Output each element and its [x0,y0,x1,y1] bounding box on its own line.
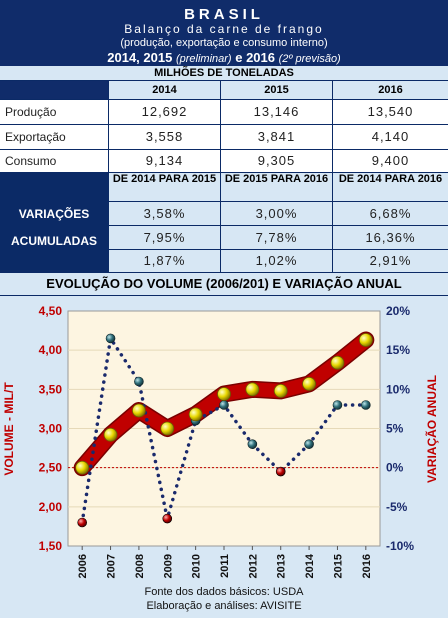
var-cell-r1-c3: 6,68% [333,202,448,225]
header-subtitle: Balanço da carne de frango [124,22,324,36]
table-corner [0,81,108,99]
y2-tick-label: 15% [386,343,410,357]
y2-tick-label: 0% [386,461,404,475]
y-axis-label: VOLUME - MIL/T [2,382,16,476]
volume-marker [188,407,203,422]
chart-title: EVOLUÇÃO DO VOLUME (2006/201) E VARIAÇÃO… [0,273,448,295]
years-conj: e [235,50,243,65]
y-tick-label: 2,00 [39,500,63,514]
y-tick-label: 3,50 [39,382,63,396]
header-years: 2014, 2015 (preliminar) e 2016 (2º previ… [0,50,448,65]
volume-marker [245,382,260,397]
y2-tick-label: -10% [386,539,414,553]
var-head-2015-2016: DE 2015 PARA 2016 [221,173,332,201]
volume-variation-chart: 1,50 2,00 2,50 3,00 3,50 4,00 4,50 -10% -5% 0% 5%… [2,304,439,578]
cell-consumo-2014: 9,134 [109,150,220,172]
y2-axis-label: VARIAÇÃO ANUAL [424,375,439,483]
source-note: Fonte dos dados básicos: USDA [144,586,304,598]
y-tick-label: 3,00 [39,422,63,436]
variation-marker [219,400,229,410]
units-band: MILHÕES DE TONELADAS [0,66,448,80]
col-head-2016: 2016 [333,81,448,99]
var-cell-r2-c1: 7,95% [109,226,220,249]
cell-producao-2014: 12,692 [109,100,220,124]
var-cell-r3-c2: 1,02% [221,250,332,272]
volume-marker [273,384,288,398]
variation-marker [134,376,144,387]
cell-consumo-2015: 9,305 [221,150,332,172]
x-tick-label: 2008 [134,554,146,578]
cell-exportacao-2015: 3,841 [221,125,332,149]
header-subtitle-detail: (produção, exportação e consumo interno) [120,37,328,49]
row-label-producao: Produção [0,100,108,124]
prelim-note: (preliminar) [175,53,232,65]
variation-marker [332,400,343,410]
x-tick-label: 2009 [162,554,174,578]
variation-marker [304,439,314,449]
var-cell-r1-c1: 3,58% [109,202,220,225]
y2-tick-label: 5% [386,422,404,436]
var-head-2014-2016: DE 2014 PARA 2016 [333,173,448,201]
cell-exportacao-2016: 4,140 [333,125,448,149]
y-tick-label: 4,50 [39,304,63,318]
x-tick-label: 2014 [304,553,316,578]
variation-negative-marker [162,513,173,524]
cell-producao-2016: 13,540 [333,100,448,124]
cell-exportacao-2014: 3,558 [109,125,220,149]
x-tick-label: 2007 [106,554,118,578]
y-tick-label: 2,50 [39,461,63,475]
col-head-2014: 2014 [109,81,220,99]
variation-marker [361,400,371,410]
chart-panel: 1,50 2,00 2,50 3,00 3,50 4,00 4,50 -10% -5% 0% 5%… [0,296,448,618]
volume-marker [330,355,345,370]
variation-marker [105,333,116,344]
volume-marker [103,427,118,442]
variation-marker [247,439,258,449]
volume-marker [160,421,175,436]
volume-marker [132,403,146,418]
volume-marker [302,376,316,391]
var-cell-r1-c2: 3,00% [221,202,332,225]
volume-marker [75,460,90,475]
y2-tick-label: -5% [386,500,408,514]
var-cell-r3-c3: 2,91% [333,250,448,272]
y-tick-label: 4,00 [39,343,63,357]
analysis-note: Elaboração e análises: AVISITE [146,600,302,612]
y-tick-label: 1,50 [39,539,63,553]
var-label-variacoes: VARIAÇÕES [18,207,90,221]
years-a: 2014, 2015 [107,50,173,65]
row-label-exportacao: Exportação [0,125,108,149]
years-b: 2016 [246,50,275,65]
row-label-consumo: Consumo [0,150,108,172]
var-cell-r2-c2: 7,78% [221,226,332,249]
y2-tick-label: 10% [386,382,410,396]
x-tick-label: 2012 [247,554,259,578]
var-head-2014-2015: DE 2014 PARA 2015 [109,173,220,201]
var-cell-r2-c3: 16,36% [333,226,448,249]
x-tick-label: 2015 [332,554,344,578]
forecast-note: (2º previsão) [278,53,341,65]
x-tick-label: 2016 [361,554,373,578]
x-tick-label: 2006 [77,554,89,578]
var-cell-r3-c1: 1,87% [109,250,220,272]
volume-marker [217,387,231,401]
x-tick-label: 2011 [219,554,231,578]
variation-negative-marker [275,466,286,477]
y2-tick-label: 20% [386,304,410,318]
var-label-acumuladas: ACUMULADAS [11,234,97,248]
cell-producao-2015: 13,146 [221,100,332,124]
header-title: BRASIL [184,6,264,23]
x-tick-label: 2013 [276,554,288,578]
variation-negative-marker [77,517,87,528]
cell-consumo-2016: 9,400 [333,150,448,172]
volume-marker [358,333,373,347]
col-head-2015: 2015 [221,81,332,99]
x-tick-label: 2010 [191,554,203,578]
